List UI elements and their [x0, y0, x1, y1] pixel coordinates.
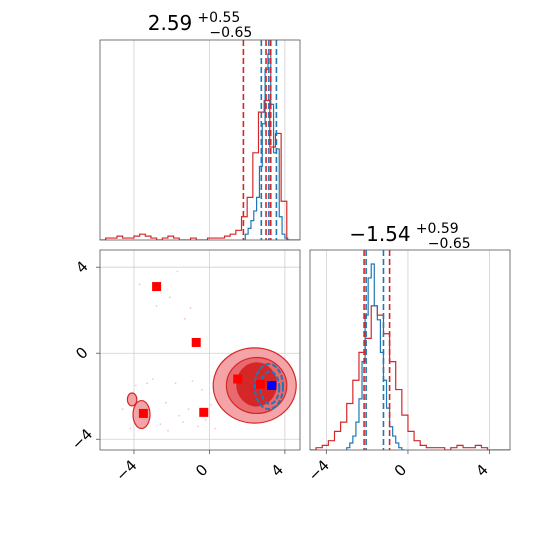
sample-point	[129, 427, 132, 430]
x-tick-label: 0	[192, 461, 211, 480]
sample-point	[121, 408, 124, 411]
histogram-step	[310, 305, 510, 450]
sample-point	[159, 423, 162, 426]
marker-square	[255, 379, 265, 389]
scatter-marks	[121, 270, 297, 432]
marker-square	[191, 337, 201, 347]
sample-point	[176, 270, 179, 273]
sample-point	[168, 296, 171, 299]
marker-square	[233, 374, 243, 384]
sample-point	[184, 317, 186, 320]
x-tick-labels: −4 0 4	[305, 450, 492, 485]
marker-square	[267, 380, 277, 390]
sample-point	[182, 421, 184, 423]
sample-point	[191, 380, 194, 383]
panel-frame	[99, 39, 301, 241]
x-tick-labels: −4 0 4	[112, 450, 287, 485]
sample-point	[210, 403, 213, 406]
sample-point	[187, 408, 190, 411]
sample-point	[167, 429, 169, 432]
y-tick-label: −4	[68, 425, 96, 453]
contour-level	[259, 370, 281, 405]
sample-point	[174, 382, 177, 385]
marker-square	[138, 408, 148, 418]
panel-frame	[309, 249, 511, 451]
sample-point	[134, 384, 137, 387]
panel-frame	[99, 249, 301, 451]
x-tick-label: −4	[112, 456, 140, 484]
histogram-panel-top: 2.59 +0.55 −0.65	[99, 7, 301, 241]
marker-square	[152, 282, 162, 292]
x-tick-label: 4	[472, 461, 491, 480]
sample-point	[146, 382, 149, 385]
x-tick-label: 4	[268, 461, 287, 480]
y-tick-labels: 4 0 −4	[68, 257, 100, 453]
histogram-step	[244, 53, 291, 240]
sample-point	[214, 427, 216, 430]
panel-title: 2.59 +0.55 −0.65	[148, 7, 253, 41]
sample-point	[197, 425, 200, 428]
histogram-step	[100, 99, 300, 240]
grid	[133, 40, 286, 240]
sample-point	[200, 388, 203, 391]
panel-background	[310, 250, 510, 450]
y-tick-label: 4	[72, 257, 91, 276]
sample-point	[204, 418, 207, 421]
sample-point	[189, 307, 192, 309]
grid	[100, 250, 300, 450]
histogram-step	[346, 263, 405, 450]
contour-level	[126, 392, 138, 407]
contour-level	[253, 362, 285, 411]
sample-point	[165, 401, 167, 404]
y-tick-label: 0	[72, 343, 91, 362]
scatter-panel: −4 0 4 4 0 −4	[68, 249, 301, 485]
sample-point	[138, 283, 141, 286]
histogram-marks	[310, 250, 510, 450]
sample-point	[151, 378, 154, 380]
marker-square	[199, 407, 209, 417]
histogram-marks	[100, 40, 300, 240]
x-tick-label: 0	[391, 461, 410, 480]
panel-title: −1.54 +0.59 −0.65	[349, 218, 470, 252]
sample-point	[178, 414, 181, 417]
x-tick-label: −4	[305, 456, 333, 484]
sample-point	[155, 305, 158, 307]
histogram-panel-right: −4 0 4 −1.54 +0.59 −0.65	[305, 218, 511, 485]
